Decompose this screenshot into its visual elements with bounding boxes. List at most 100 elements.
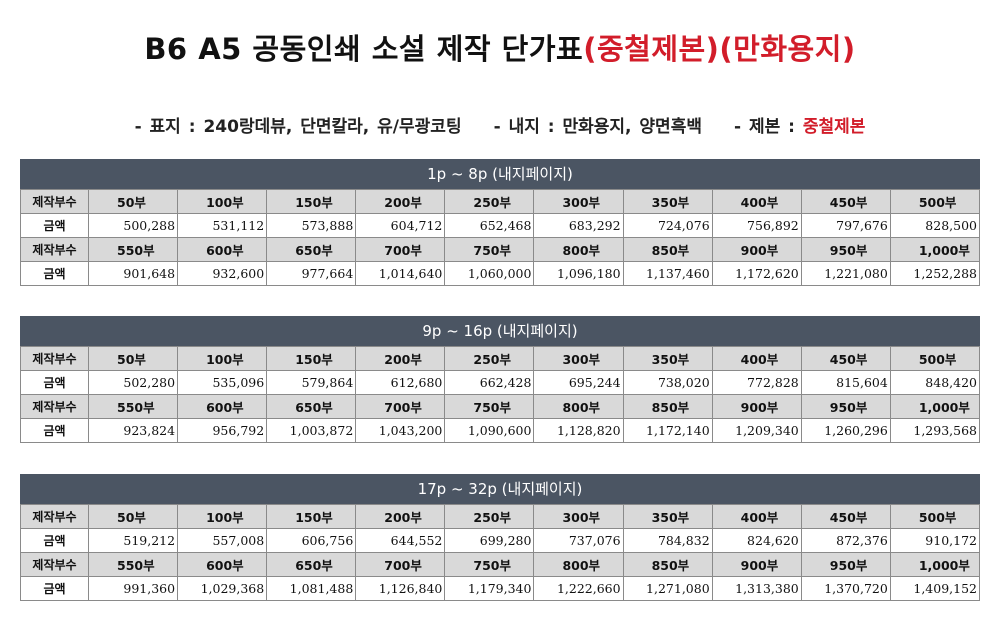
qty-cell: 400부	[711, 504, 802, 529]
price-cell: 500,288	[87, 213, 179, 238]
qty-cell: 550부	[87, 237, 179, 262]
qty-cell: 300부	[533, 504, 624, 529]
qty-cell: 300부	[533, 189, 624, 214]
price-cell: 606,756	[266, 528, 357, 553]
spec-binding-value: 중철제본	[802, 117, 866, 137]
price-cell: 824,620	[711, 528, 802, 553]
price-cell: 1,043,200	[355, 418, 446, 443]
qty-cell: 900부	[711, 237, 802, 262]
price-cell: 772,828	[711, 370, 802, 395]
price-label: 금액	[20, 528, 89, 553]
qty-label: 제작부수	[20, 504, 89, 529]
price-cell: 699,280	[444, 528, 535, 553]
price-row: 금액 901,648 932,600 977,664 1,014,640 1,060,00…	[20, 261, 981, 286]
qty-cell: 500부	[889, 504, 981, 529]
qty-cell: 900부	[711, 552, 802, 577]
price-cell: 1,293,568	[889, 418, 981, 443]
title-highlight: (중철제본)(만화용지)	[583, 32, 856, 66]
price-cell: 1,252,288	[889, 261, 981, 286]
price-cell: 1,221,080	[800, 261, 891, 286]
qty-cell: 50부	[87, 346, 179, 371]
qty-cell: 950부	[800, 394, 891, 419]
price-cell: 604,712	[355, 213, 446, 238]
price-cell: 977,664	[266, 261, 357, 286]
price-cell: 695,244	[533, 370, 624, 395]
qty-cell: 250부	[444, 504, 535, 529]
price-cell: 1,126,840	[355, 576, 446, 601]
qty-cell: 950부	[800, 552, 891, 577]
price-label: 금액	[20, 261, 89, 286]
qty-cell: 650부	[266, 237, 357, 262]
price-cell: 932,600	[177, 261, 268, 286]
qty-cell: 150부	[266, 346, 357, 371]
price-cell: 1,271,080	[622, 576, 713, 601]
price-cell: 1,096,180	[533, 261, 624, 286]
qty-cell: 150부	[266, 189, 357, 214]
price-row: 금액 502,280 535,096 579,864 612,680 662,428 695…	[20, 370, 981, 395]
qty-cell: 450부	[800, 504, 891, 529]
price-cell: 1,081,488	[266, 576, 357, 601]
qty-cell: 100부	[177, 189, 268, 214]
price-cell: 652,468	[444, 213, 535, 238]
price-cell: 1,172,620	[711, 261, 802, 286]
price-table: 제작부수 50부 100부 150부 200부 250부 300부 350부 400부 450부 5…	[20, 504, 981, 601]
qty-label: 제작부수	[20, 394, 89, 419]
qty-cell: 850부	[622, 552, 713, 577]
price-label: 금액	[20, 213, 89, 238]
qty-cell: 200부	[355, 504, 446, 529]
qty-cell: 1,000부	[889, 552, 981, 577]
qty-row: 제작부수 50부 100부 150부 200부 250부 300부 350부 400부 450부 5…	[20, 346, 981, 371]
price-cell: 1,014,640	[355, 261, 446, 286]
qty-cell: 200부	[355, 189, 446, 214]
qty-cell: 650부	[266, 394, 357, 419]
qty-cell: 150부	[266, 504, 357, 529]
qty-cell: 500부	[889, 346, 981, 371]
price-cell: 797,676	[800, 213, 891, 238]
price-cell: 923,824	[87, 418, 179, 443]
price-cell: 579,864	[266, 370, 357, 395]
price-cell: 683,292	[533, 213, 624, 238]
price-cell: 1,029,368	[177, 576, 268, 601]
qty-cell: 400부	[711, 346, 802, 371]
price-cell: 1,209,340	[711, 418, 802, 443]
price-cell: 1,222,660	[533, 576, 624, 601]
price-row: 금액 500,288 531,112 573,888 604,712 652,468 683…	[20, 213, 981, 238]
price-cell: 724,076	[622, 213, 713, 238]
section-header: 1p ~ 8p (내지페이지)	[20, 159, 980, 189]
price-cell: 1,090,600	[444, 418, 535, 443]
section-header: 9p ~ 16p (내지페이지)	[20, 316, 980, 346]
qty-cell: 600부	[177, 552, 268, 577]
qty-cell: 50부	[87, 189, 179, 214]
price-cell: 573,888	[266, 213, 357, 238]
qty-cell: 800부	[533, 394, 624, 419]
qty-cell: 50부	[87, 504, 179, 529]
price-cell: 1,137,460	[622, 261, 713, 286]
qty-cell: 700부	[355, 552, 446, 577]
section-header: 17p ~ 32p (내지페이지)	[20, 474, 980, 504]
qty-cell: 100부	[177, 504, 268, 529]
qty-cell: 750부	[444, 394, 535, 419]
qty-cell: 100부	[177, 346, 268, 371]
price-cell: 756,892	[711, 213, 802, 238]
qty-cell: 700부	[355, 237, 446, 262]
price-section: 9p ~ 16p (내지페이지) 제작부수 50부 100부 150부 200부 250부 3…	[20, 316, 981, 443]
qty-cell: 1,000부	[889, 394, 981, 419]
price-cell: 1,179,340	[444, 576, 535, 601]
qty-cell: 300부	[533, 346, 624, 371]
price-label: 금액	[20, 370, 89, 395]
price-cell: 901,648	[87, 261, 179, 286]
price-cell: 1,409,152	[889, 576, 981, 601]
qty-row: 제작부수 550부 600부 650부 700부 750부 800부 850부 900부 950부…	[20, 552, 981, 577]
qty-cell: 450부	[800, 346, 891, 371]
qty-cell: 500부	[889, 189, 981, 214]
qty-row: 제작부수 50부 100부 150부 200부 250부 300부 350부 400부 450부 5…	[20, 189, 981, 214]
qty-cell: 850부	[622, 394, 713, 419]
price-cell: 738,020	[622, 370, 713, 395]
qty-cell: 950부	[800, 237, 891, 262]
qty-row: 제작부수 50부 100부 150부 200부 250부 300부 350부 400부 450부 5…	[20, 504, 981, 529]
price-cell: 848,420	[889, 370, 981, 395]
qty-cell: 400부	[711, 189, 802, 214]
qty-cell: 750부	[444, 552, 535, 577]
qty-cell: 900부	[711, 394, 802, 419]
price-cell: 662,428	[444, 370, 535, 395]
